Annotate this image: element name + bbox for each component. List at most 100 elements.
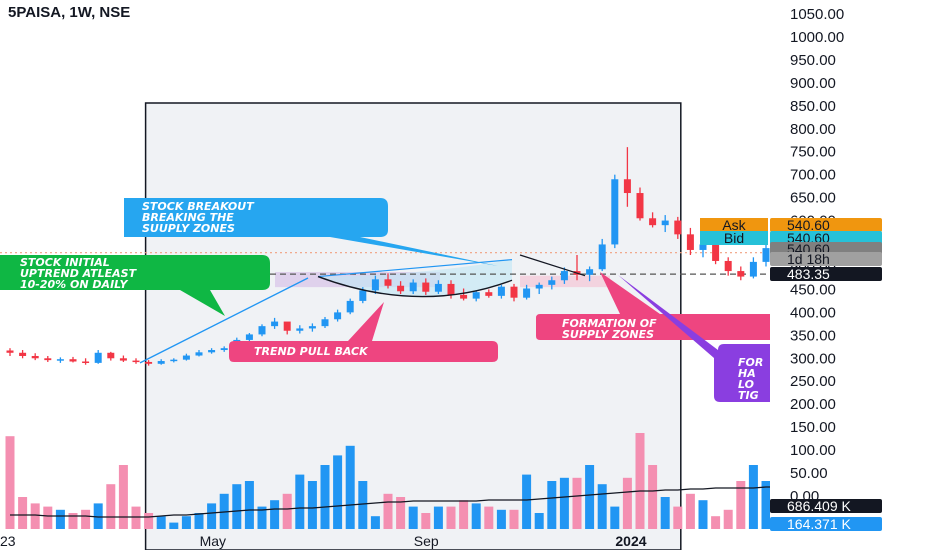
volume-bar — [396, 497, 406, 529]
price-candles — [6, 147, 783, 366]
candle-body — [397, 285, 405, 292]
volume-bar — [131, 506, 141, 529]
volume-bar — [333, 455, 343, 529]
volume-bar — [761, 481, 771, 529]
volume-bar — [307, 481, 317, 529]
volume-bar — [68, 513, 78, 529]
candle-body — [497, 286, 505, 296]
volume-bar — [660, 497, 670, 529]
candle-body — [107, 352, 115, 359]
volume-bar — [711, 516, 721, 529]
candle-body — [623, 179, 631, 194]
candle-body — [371, 279, 379, 291]
price-tag-value: 483.35 — [787, 266, 830, 282]
volume-bar — [446, 506, 456, 529]
time-axis: 23 May Sep 2024 — [0, 533, 647, 549]
volume-bar — [358, 481, 368, 529]
volume-bar — [698, 500, 708, 529]
volume-bar — [723, 509, 733, 529]
time-axis-label: 23 — [0, 533, 16, 549]
volume-bar — [622, 477, 632, 529]
volume-bar — [144, 513, 154, 529]
volume-bar — [459, 500, 469, 529]
price-tag-label: Ask — [722, 217, 746, 233]
price-axis-label: 1000.00 — [790, 29, 844, 46]
volume-bar — [5, 436, 15, 529]
price-axis-label: 450.00 — [790, 281, 836, 298]
volume-bar — [106, 484, 116, 529]
annotation-pullback-text: TREND PULL BACK — [254, 345, 369, 358]
candle-body — [724, 260, 732, 272]
candle-body — [699, 244, 707, 250]
volume-bar — [547, 481, 557, 529]
candle-body — [384, 279, 392, 286]
candle-body — [132, 360, 140, 363]
candle-body — [548, 280, 556, 285]
volume-bar — [585, 465, 595, 529]
candle-body — [296, 328, 304, 331]
candle-body — [762, 248, 770, 262]
candle-body — [712, 244, 720, 261]
volume-bar — [534, 513, 544, 529]
candle-body — [523, 288, 531, 298]
volume-bar — [559, 477, 569, 529]
reference-lines — [0, 252, 770, 275]
volume-bar — [597, 484, 607, 529]
price-tag-box — [770, 218, 882, 232]
candle-body — [586, 269, 594, 275]
volume-bar — [181, 516, 191, 529]
annotation-initial-uptrend-text: STOCK INITIAL UPTREND ATLEAST 10-20% ON DA… — [20, 256, 138, 291]
volume-bar — [673, 506, 683, 529]
annotation-truncated: FOR HA LO TIG OV — [618, 275, 770, 413]
price-tag-label: Bid — [724, 230, 744, 246]
price-axis-label: 750.00 — [790, 144, 836, 161]
price-tag-label-box — [700, 231, 768, 245]
volume-bar — [484, 506, 494, 529]
annotation-breakout: STOCK BREAKOUT BREAKING THE SUUPLY ZONES — [124, 198, 498, 266]
candle-body — [649, 218, 657, 226]
price-axis-label: 900.00 — [790, 75, 836, 92]
price-axis-label: 950.00 — [790, 52, 836, 69]
uptrend-line — [139, 277, 309, 364]
cup-region — [318, 259, 512, 297]
volume-bar — [736, 481, 746, 529]
candle-body — [686, 234, 694, 250]
price-axis-label: 300.00 — [790, 350, 836, 367]
candle-body — [69, 359, 77, 362]
volume-bars — [5, 433, 784, 529]
volume-bar — [81, 509, 91, 529]
volume-bar — [232, 484, 242, 529]
candle-body — [510, 286, 518, 298]
time-axis-label: Sep — [414, 533, 439, 549]
candle-body — [31, 355, 39, 359]
annotation-supply-formation-text: FORMATION OF SUPPLY ZONES — [562, 317, 657, 341]
volume-bar — [370, 516, 380, 529]
volume-bar — [156, 516, 166, 529]
candle-body — [560, 271, 568, 281]
symbol-title: 5PAISA, 1W, NSE — [8, 4, 130, 21]
volume-bar — [685, 493, 695, 529]
cup-curve — [317, 275, 513, 298]
volume-bar — [421, 513, 431, 529]
candle-body — [94, 352, 102, 363]
candle-body — [283, 321, 291, 331]
candle-body — [182, 355, 190, 360]
candle-body — [208, 350, 216, 353]
candle-body — [308, 326, 316, 329]
candle-body — [334, 312, 342, 320]
candle-body — [6, 350, 14, 353]
price-axis-label: 700.00 — [790, 167, 836, 184]
candle-body — [636, 193, 644, 219]
volume-bar — [748, 465, 758, 529]
volume-bar — [648, 465, 658, 529]
price-axis-label: 250.00 — [790, 373, 836, 390]
price-tag-value: 540.60 — [787, 217, 830, 233]
annotation-breakout-text: STOCK BREAKOUT BREAKING THE SUUPLY ZONES — [142, 200, 255, 235]
candle-body — [19, 352, 27, 356]
candle-body — [82, 361, 90, 363]
candle-body — [245, 334, 253, 340]
volume-bar — [43, 506, 53, 529]
price-tag-box — [770, 267, 882, 281]
